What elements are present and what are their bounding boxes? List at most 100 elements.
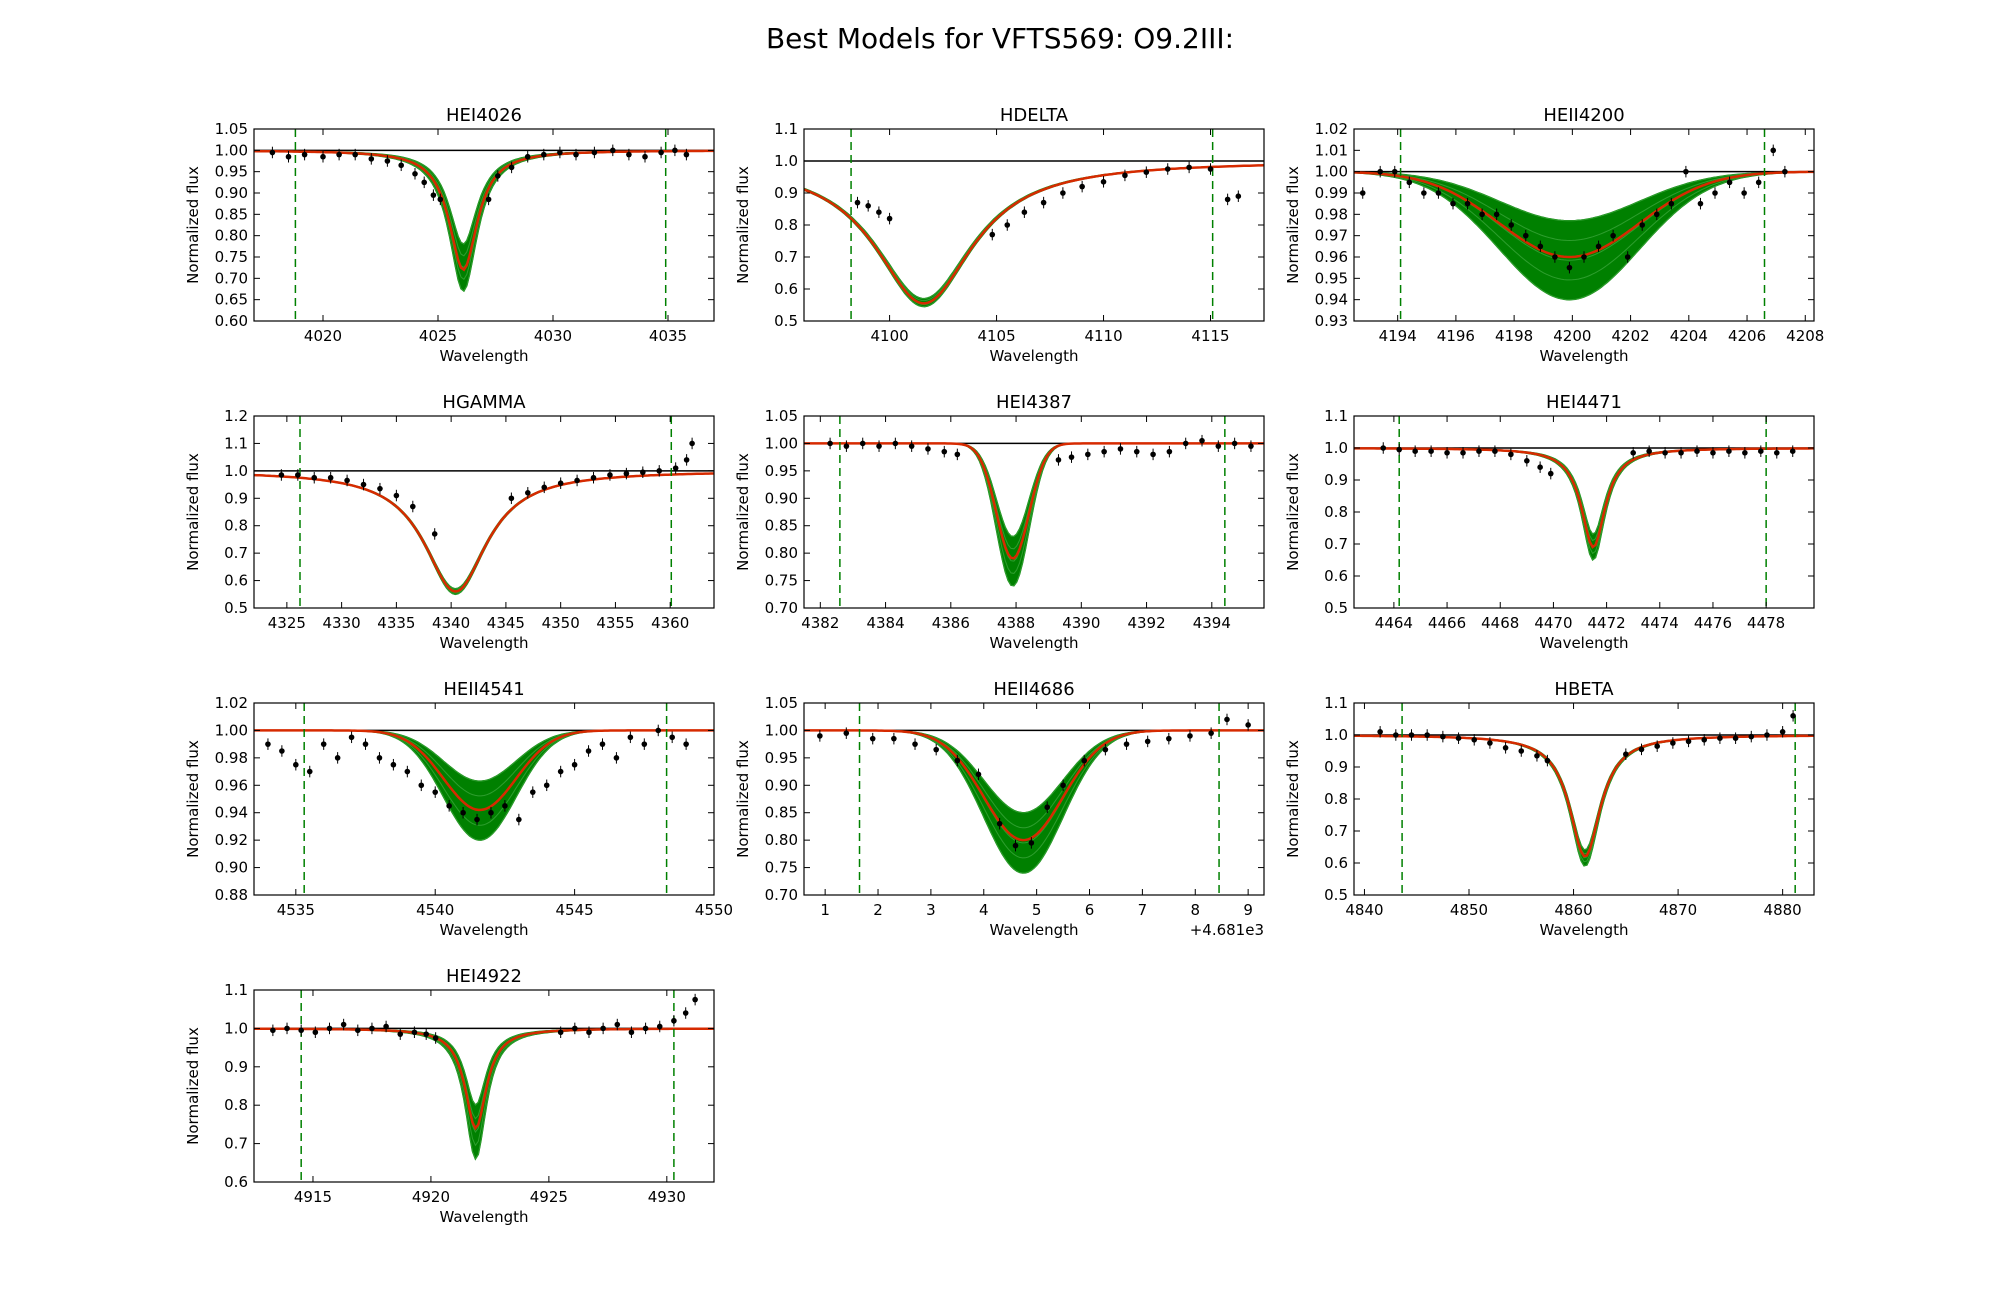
model-curve [1354,735,1814,867]
data-point [1741,190,1747,196]
data-point [431,531,438,537]
x-tick-label: 4105 [977,327,1015,345]
x-tick-label: 4394 [1193,614,1231,632]
y-tick-label: 0.7 [224,1135,248,1153]
model-curve [254,473,714,593]
data-point [1424,732,1430,738]
data-point [1764,732,1770,738]
data-point [1235,193,1242,199]
x-axis-label: Wavelength [440,921,529,939]
data-point [1085,451,1091,458]
data-point [1683,168,1689,175]
y-tick-label: 0.6 [224,572,248,590]
data-point [1248,443,1254,449]
data-point [1460,450,1466,456]
y-tick-label: 0.80 [765,544,798,562]
plot-area [1354,416,1814,608]
y-tick-label: 1.05 [765,694,798,712]
y-tick-label: 0.75 [215,248,248,266]
data-point [1166,448,1173,455]
axes-frame [803,702,1265,896]
data-point [886,215,893,222]
x-tick-label: 4930 [648,1188,686,1206]
data-point [1450,200,1456,207]
y-tick-label: 1.0 [774,152,798,170]
x-tick-label: 4386 [932,614,970,632]
data-point [1133,448,1140,455]
y-tick-label: 1.2 [224,407,248,425]
x-tick-label: 4476 [1694,614,1732,632]
x-axis-label: Wavelength [1540,347,1629,365]
data-point [1534,753,1540,759]
model-curve [1354,447,1814,548]
plot-area [804,129,1264,321]
data-point [1359,190,1366,196]
y-tick-label: 0.5 [224,599,248,617]
y-tick-label: 0.9 [224,1058,248,1076]
data-point [306,768,313,775]
model-grid-band [254,150,714,293]
data-point [642,1025,649,1032]
x-tick-label: 4470 [1534,614,1572,632]
y-tick-label: 0.85 [765,517,798,535]
y-tick-label: 0.90 [765,776,798,794]
data-point [975,771,982,778]
data-point [432,1035,439,1041]
x-tick-label: 4198 [1495,327,1533,345]
x-tick-label: 4035 [649,327,687,345]
y-tick-label: 1.00 [215,141,248,159]
data-point [1186,164,1192,171]
data-point [525,490,531,496]
y-tick-label: 0.95 [215,163,248,181]
y-axis-label: Normalized flux [184,740,202,858]
subplot: HEII4200 4194 4196 4198 4200 4202 4204 4206 4208… [1284,105,1824,365]
subplot: HEI4471 4464 4466 4468 4470 4472 4474 4476 4478 0… [1284,392,1815,652]
data-point [1028,840,1035,846]
y-tick-label: 1.0 [1324,439,1348,457]
data-point [334,755,341,761]
y-tick-label: 0.98 [1315,205,1348,223]
model-curve [1354,735,1814,851]
data-point [1522,232,1529,239]
subplot-title: HEI4922 [446,966,522,987]
y-tick-label: 0.7 [1324,822,1348,840]
x-axis-label: Wavelength [990,634,1079,652]
data-point [1123,741,1130,747]
model-curve [254,729,714,782]
data-point [1479,211,1485,218]
data-point [485,196,492,203]
data-point [460,809,466,816]
x-axis-offset-label: +4.681e3 [1190,921,1264,939]
data-point [865,203,871,209]
data-point [295,472,301,478]
data-point [412,171,418,177]
data-point [1623,751,1629,757]
plot-area [254,703,714,895]
data-point [1143,169,1150,175]
data-point [437,196,444,203]
data-point [1710,450,1716,456]
data-point [1393,732,1399,738]
data-point [656,468,663,474]
data-point [1518,748,1525,754]
data-point [607,472,613,478]
data-point [404,768,411,775]
data-point [1712,190,1718,196]
x-tick-label: 4204 [1670,327,1708,345]
data-point [368,156,375,162]
x-tick-label: 4390 [1062,614,1100,632]
y-axis-label: Normalized flux [1284,740,1302,858]
x-axis-label: Wavelength [990,921,1079,939]
data-point [311,474,318,481]
x-tick-label: 4350 [542,614,580,632]
y-tick-label: 1.0 [224,1019,248,1037]
data-point [585,748,592,754]
x-tick-label: 5 [1032,901,1042,919]
data-point [627,734,634,741]
model-curve [1354,171,1814,301]
data-point [1782,168,1788,175]
y-axis-label: Normalized flux [734,166,752,284]
y-tick-label: 0.70 [765,599,798,617]
data-point [1440,733,1446,740]
data-point [1004,222,1011,228]
